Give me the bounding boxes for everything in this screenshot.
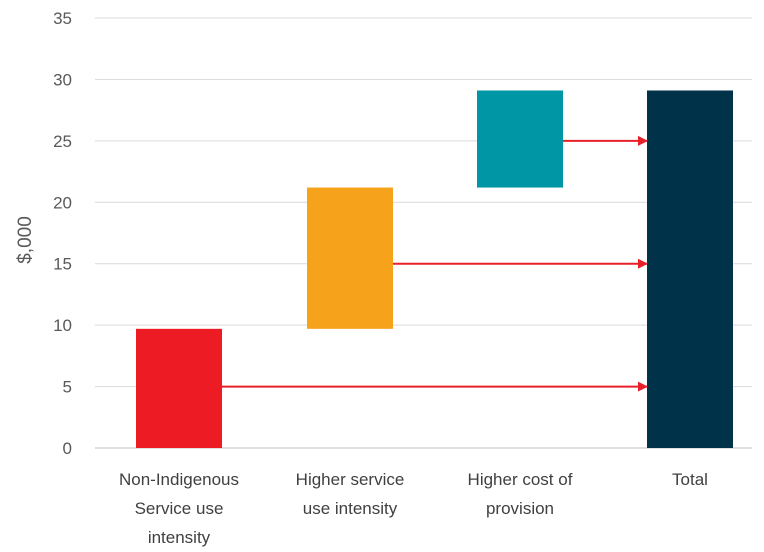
y-axis-ticks: 0 5 10 15 20 25 30 35 xyxy=(53,9,72,458)
y-tick-label: 15 xyxy=(53,255,72,274)
bar xyxy=(647,90,733,448)
category-label-line: intensity xyxy=(148,528,211,547)
y-tick-label: 10 xyxy=(53,316,72,335)
bar xyxy=(477,90,563,188)
y-axis-label: $,000 xyxy=(15,216,36,264)
category-label: Higher service use intensity xyxy=(296,470,405,518)
y-tick-label: 25 xyxy=(53,132,72,151)
y-tick-label: 35 xyxy=(53,9,72,28)
category-label-line: provision xyxy=(486,499,554,518)
y-tick-label: 30 xyxy=(53,70,72,89)
y-tick-label: 5 xyxy=(63,378,72,397)
category-label-line: Higher service xyxy=(296,470,405,489)
category-label-line: Total xyxy=(672,470,708,489)
category-label: Total xyxy=(672,470,708,489)
bar xyxy=(136,328,222,448)
y-tick-label: 0 xyxy=(63,439,72,458)
arrows xyxy=(222,135,648,392)
bar xyxy=(307,187,393,329)
y-tick-label: 20 xyxy=(53,193,72,212)
category-label-line: Service use xyxy=(135,499,224,518)
bars xyxy=(136,90,733,448)
category-label-line: use intensity xyxy=(303,499,398,518)
category-label-line: Non-Indigenous xyxy=(119,470,239,489)
category-label: Higher cost of provision xyxy=(468,470,573,518)
category-label: Non-Indigenous Service use intensity xyxy=(119,470,239,547)
category-label-line: Higher cost of xyxy=(468,470,573,489)
x-axis-categories: Non-Indigenous Service use intensity Higher… xyxy=(119,470,708,547)
